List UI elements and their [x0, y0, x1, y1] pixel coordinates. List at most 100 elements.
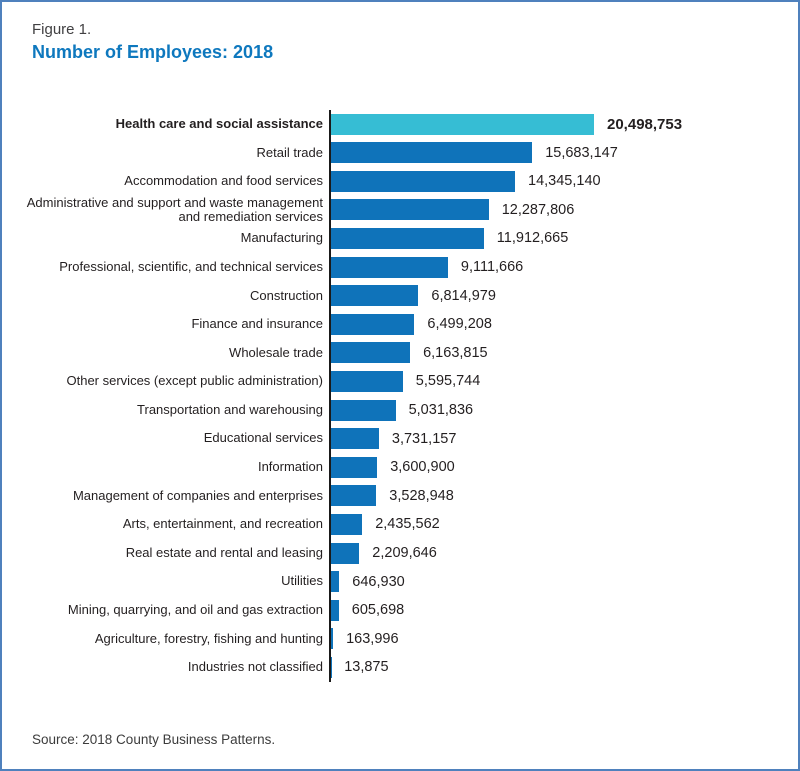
chart-row: Administrative and support and waste man… — [2, 194, 798, 225]
category-label: Administrative and support and waste man… — [26, 194, 323, 224]
bar-cell: 11,912,665 — [329, 224, 798, 253]
category-label: Health care and social assistance — [115, 115, 323, 131]
chart-row: Utilities 646,930 — [2, 567, 798, 596]
bar — [331, 428, 379, 450]
category-label: Agriculture, forestry, fishing and hunti… — [94, 630, 323, 646]
bar — [331, 199, 489, 221]
value-label: 605,698 — [351, 602, 405, 619]
chart-row: Management of companies and enterprises … — [2, 481, 798, 511]
bar-cell: 3,528,948 — [329, 481, 798, 511]
bar-cell: 2,435,562 — [329, 510, 798, 539]
bar-cell: 6,499,208 — [329, 309, 798, 339]
chart-row: Finance and insurance 6,499,208 — [2, 309, 798, 339]
chart-row: Mining, quarrying, and oil and gas extra… — [2, 595, 798, 625]
value-label: 163,996 — [346, 630, 399, 647]
chart-row: Transportation and warehousing 5,031,836 — [2, 395, 798, 425]
value-label: 5,595,744 — [415, 373, 481, 390]
chart-row: Professional, scientific, and technical … — [2, 252, 798, 282]
bar-cell: 9,111,666 — [329, 252, 798, 282]
category-label: Utilities — [281, 573, 323, 589]
value-label: 6,163,815 — [423, 344, 488, 361]
bar — [331, 599, 339, 621]
bar-cell: 3,600,900 — [329, 452, 798, 482]
bar-cell: 14,345,140 — [329, 166, 798, 196]
category-label: Arts, entertainment, and recreation — [122, 516, 323, 532]
category-label: Information — [257, 459, 323, 475]
bar-cell: 6,814,979 — [329, 281, 798, 310]
bar — [331, 513, 363, 535]
bar — [331, 571, 340, 593]
chart-row: Educational services 3,731,157 — [2, 424, 798, 453]
chart-row: Retail trade 15,683,147 — [2, 138, 798, 167]
bar-cell: 6,163,815 — [329, 338, 798, 368]
chart-row: Accommodation and food services 14,345,1… — [2, 166, 798, 196]
value-label: 9,111,666 — [460, 259, 524, 276]
value-label: 5,031,836 — [408, 402, 474, 419]
category-label: Transportation and warehousing — [137, 401, 323, 417]
bar — [331, 370, 403, 392]
chart-row: Agriculture, forestry, fishing and hunti… — [2, 624, 798, 654]
chart-row: Wholesale trade 6,163,815 — [2, 338, 798, 368]
chart-row: Other services (except public administra… — [2, 367, 798, 396]
value-label: 2,435,562 — [375, 516, 440, 533]
bar-chart: Health care and social assistance 20,498… — [2, 109, 798, 682]
chart-row: Arts, entertainment, and recreation 2,43… — [2, 510, 798, 539]
category-label: Educational services — [203, 430, 323, 446]
category-label: Real estate and rental and leasing — [125, 544, 323, 560]
bar — [331, 456, 378, 478]
chart-row: Real estate and rental and leasing 2,209… — [2, 538, 798, 568]
bar — [331, 227, 484, 249]
value-label: 6,499,208 — [427, 316, 492, 333]
category-label: Other services (except public administra… — [66, 373, 324, 389]
category-label: Industries not classified — [187, 659, 323, 675]
chart-row: Construction 6,814,979 — [2, 281, 798, 310]
value-label: 3,528,948 — [389, 487, 454, 504]
category-label: Management of companies and enterprises — [72, 487, 323, 503]
bar-cell: 5,595,744 — [329, 367, 798, 396]
page-title: Number of Employees: 2018 — [32, 41, 274, 62]
bar — [331, 256, 448, 278]
bar-cell: 3,731,157 — [329, 424, 798, 453]
source-note: Source: 2018 County Business Patterns. — [32, 732, 276, 747]
bar-cell: 5,031,836 — [329, 395, 798, 425]
bar-cell: 15,683,147 — [329, 138, 798, 167]
bar-cell: 163,996 — [329, 624, 798, 654]
figure-header: Figure 1. Number of Employees: 2018 — [2, 2, 798, 64]
value-label: 6,814,979 — [431, 287, 496, 304]
bar-cell: 12,287,806 — [329, 195, 798, 225]
figure-label: Figure 1. — [32, 21, 92, 38]
bar — [331, 485, 377, 507]
category-label: Finance and insurance — [191, 316, 323, 332]
value-label: 646,930 — [352, 573, 405, 590]
value-label: 15,683,147 — [545, 144, 618, 161]
bar — [331, 628, 334, 650]
chart-rows: Health care and social assistance 20,498… — [2, 109, 798, 682]
category-label: Accommodation and food services — [124, 173, 323, 189]
chart-row: Manufacturing 11,912,665 — [2, 224, 798, 253]
value-label: 3,731,157 — [391, 430, 457, 447]
value-label: 3,600,900 — [390, 459, 455, 476]
bar-cell: 646,930 — [329, 567, 798, 596]
chart-row: Information 3,600,900 — [2, 452, 798, 482]
value-label: 13,875 — [344, 659, 389, 676]
bar — [331, 313, 415, 335]
value-label: 2,209,646 — [372, 545, 437, 561]
bar — [331, 342, 411, 364]
value-label: 12,287,806 — [501, 201, 575, 218]
bar — [331, 542, 360, 564]
bar-cell: 13,875 — [329, 653, 798, 682]
category-label: Manufacturing — [240, 230, 323, 246]
chart-row: Industries not classified 13,875 — [2, 653, 798, 682]
bar — [331, 399, 396, 421]
bar — [331, 142, 533, 164]
value-label: 11,912,665 — [496, 230, 569, 247]
bar-cell: 605,698 — [329, 595, 798, 625]
bar-cell: 2,209,646 — [329, 538, 798, 568]
bar-cell: 20,498,753 — [329, 109, 798, 139]
bar — [331, 113, 594, 135]
value-label: 14,345,140 — [528, 173, 601, 190]
category-label: Retail trade — [256, 144, 323, 160]
value-label: 20,498,753 — [607, 115, 683, 133]
chart-row: Health care and social assistance 20,498… — [2, 109, 798, 139]
bar — [331, 170, 515, 192]
